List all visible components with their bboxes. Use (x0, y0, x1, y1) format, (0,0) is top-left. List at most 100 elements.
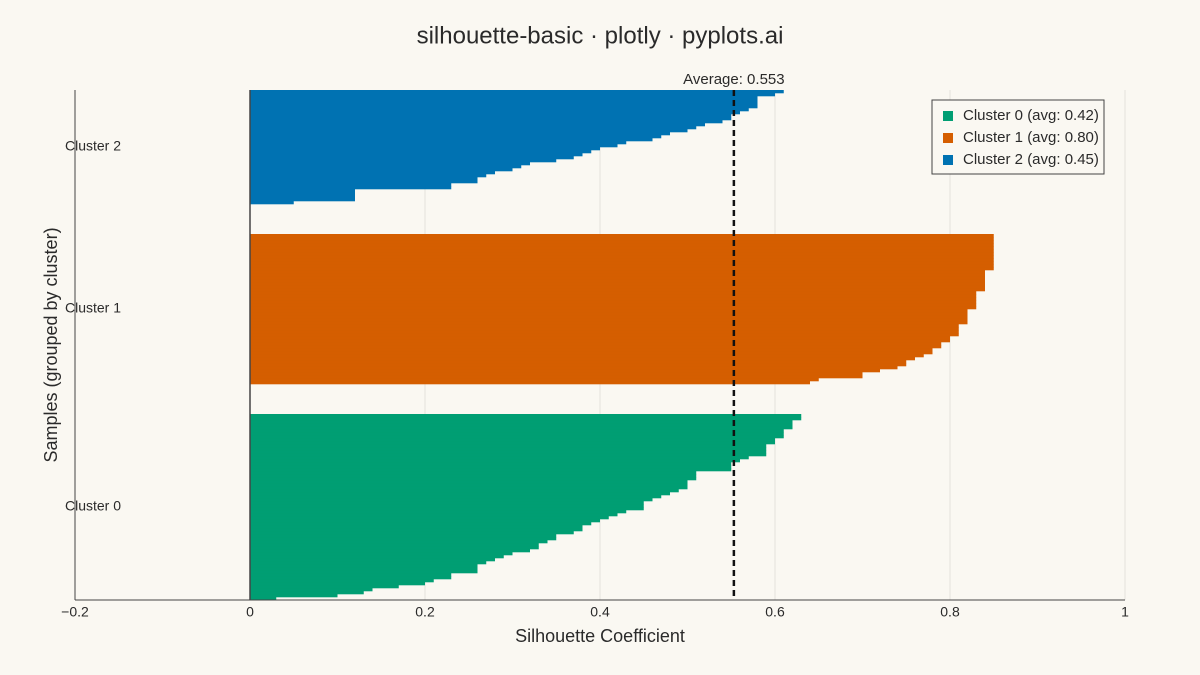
silhouette-bar (250, 348, 933, 352)
y-axis-title: Samples (grouped by cluster) (41, 227, 61, 462)
silhouette-bar (250, 288, 985, 292)
y-tick-label: Cluster 2 (65, 138, 121, 154)
silhouette-bar (250, 579, 434, 583)
y-tick-label: Cluster 1 (65, 300, 121, 316)
silhouette-bar (250, 555, 504, 559)
silhouette-bar (250, 261, 994, 265)
silhouette-bar (250, 165, 522, 169)
silhouette-bar (250, 345, 942, 349)
silhouette-bar (250, 279, 985, 283)
silhouette-bar (250, 255, 994, 259)
silhouette-bar (250, 459, 740, 463)
silhouette-bar (250, 528, 583, 532)
silhouette-bar (250, 381, 810, 385)
silhouette-bar (250, 321, 968, 325)
silhouette-bar (250, 318, 968, 322)
silhouette-bar (250, 144, 618, 148)
silhouette-bar (250, 99, 758, 103)
silhouette-bar (250, 93, 775, 97)
x-tick-label: 0.8 (940, 604, 960, 620)
silhouette-bar (250, 237, 994, 241)
silhouette-bar (250, 309, 968, 313)
silhouette-bar (250, 468, 732, 472)
silhouette-bar (250, 123, 705, 127)
x-tick-label: 0.4 (590, 604, 610, 620)
silhouette-bar (250, 522, 592, 526)
x-tick-label: 0.2 (415, 604, 435, 620)
silhouette-bar (250, 447, 767, 451)
silhouette-bar (250, 129, 688, 133)
silhouette-bar (250, 594, 338, 598)
silhouette-bar (250, 258, 994, 262)
y-tick-label: Cluster 0 (65, 498, 121, 514)
silhouette-bar (250, 357, 915, 361)
silhouette-bar (250, 450, 767, 454)
silhouette-bar (250, 186, 452, 190)
silhouette-bar (250, 300, 977, 304)
silhouette-bar (250, 189, 355, 193)
silhouette-bar (250, 519, 600, 523)
silhouette-bar (250, 417, 802, 421)
silhouette-bar (250, 360, 907, 364)
silhouette-bar (250, 282, 985, 286)
silhouette-bar (250, 249, 994, 253)
silhouette-bar (250, 414, 802, 418)
silhouette-bar (250, 201, 294, 205)
silhouette-bar (250, 375, 863, 379)
silhouette-bar (250, 537, 557, 541)
silhouette-bar (250, 306, 977, 310)
silhouette-bar (250, 285, 985, 289)
silhouette-bar (250, 267, 994, 271)
silhouette-bar (250, 105, 758, 109)
legend-label: Cluster 0 (avg: 0.42) (963, 107, 1099, 124)
silhouette-bar (250, 423, 793, 427)
silhouette-bar (250, 246, 994, 250)
silhouette-bar (250, 372, 863, 376)
silhouette-bar (250, 333, 959, 337)
silhouette-bar (250, 492, 670, 496)
silhouette-bar (250, 276, 985, 280)
silhouette-bar (250, 90, 784, 94)
silhouette-bar (250, 462, 732, 466)
silhouette-bar (250, 132, 670, 136)
silhouette-bar (250, 195, 355, 199)
silhouette-bar (250, 474, 697, 478)
silhouette-bar (250, 291, 977, 295)
silhouette-bar (250, 525, 583, 529)
silhouette-bar (250, 324, 959, 328)
silhouette-bar (250, 543, 539, 547)
silhouette-bar (250, 159, 557, 163)
silhouette-bar (250, 432, 784, 436)
silhouette-bar (250, 438, 775, 442)
silhouette-bar (250, 264, 994, 268)
silhouette-bar (250, 576, 452, 580)
silhouette-bar (250, 510, 627, 514)
legend-swatch (943, 155, 953, 165)
silhouette-bar (250, 516, 609, 520)
silhouette-bar (250, 426, 793, 430)
silhouette-bar (250, 351, 933, 355)
silhouette-bar (250, 363, 907, 367)
silhouette-bar (250, 183, 452, 187)
silhouette-bar (250, 168, 513, 172)
silhouette-bar (250, 156, 574, 160)
silhouette-bar (250, 441, 775, 445)
silhouette-bar (250, 573, 452, 577)
silhouette-bar (250, 120, 723, 124)
silhouette-bar (250, 177, 478, 181)
silhouette-bar (250, 540, 548, 544)
silhouette-bar (250, 531, 574, 535)
silhouette-bar (250, 504, 644, 508)
legend-box (931, 99, 1105, 175)
silhouette-bar (250, 339, 950, 343)
silhouette-bar (250, 564, 478, 568)
silhouette-bar (250, 126, 697, 130)
silhouette-bar (250, 420, 793, 424)
silhouette-bar (250, 561, 487, 565)
silhouette-bar (250, 507, 644, 511)
silhouette-bar (250, 111, 740, 115)
silhouette-bar (250, 243, 994, 247)
silhouette-bar (250, 498, 653, 502)
silhouette-bar (250, 117, 732, 121)
